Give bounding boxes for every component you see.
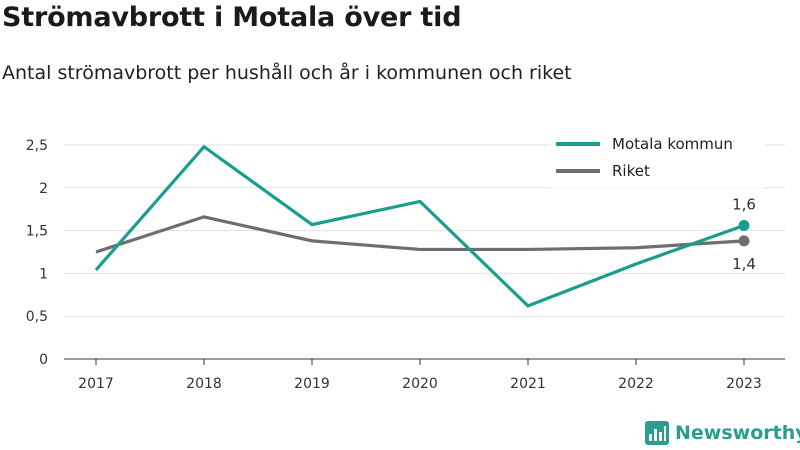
y-tick-label: 2,5 — [26, 138, 48, 154]
legend-label: Motala kommun — [612, 135, 733, 153]
x-tick-label: 2017 — [78, 376, 114, 392]
x-tick-label: 2019 — [294, 376, 330, 392]
x-tick-label: 2021 — [510, 376, 546, 392]
data-label: 1,4 — [732, 255, 756, 273]
legend-background — [550, 128, 765, 188]
legend-label: Riket — [612, 162, 650, 180]
series-line — [95, 215, 745, 254]
x-tick-label: 2022 — [618, 376, 654, 392]
y-tick-label: 0,5 — [26, 309, 48, 325]
x-tick-label: 2023 — [726, 376, 762, 392]
chart-title: Strömavbrott i Motala över tid — [2, 2, 462, 33]
newsworthy-logo-icon — [645, 421, 669, 445]
series-line — [94, 144, 745, 308]
y-tick-label: 0 — [39, 352, 48, 368]
chart-subtitle: Antal strömavbrott per hushåll och år i … — [2, 62, 572, 84]
data-label: 1,6 — [732, 195, 756, 213]
series-end-point — [738, 219, 750, 231]
y-tick-label: 1,5 — [26, 224, 48, 240]
x-tick-label: 2018 — [186, 376, 222, 392]
y-tick-label: 1 — [39, 266, 48, 282]
y-tick-label: 2 — [39, 181, 48, 197]
series-end-point — [738, 235, 750, 247]
brand-name: Newsworthy — [675, 422, 800, 444]
brand-logo: Newsworthy — [645, 420, 800, 446]
x-tick-label: 2020 — [402, 376, 438, 392]
